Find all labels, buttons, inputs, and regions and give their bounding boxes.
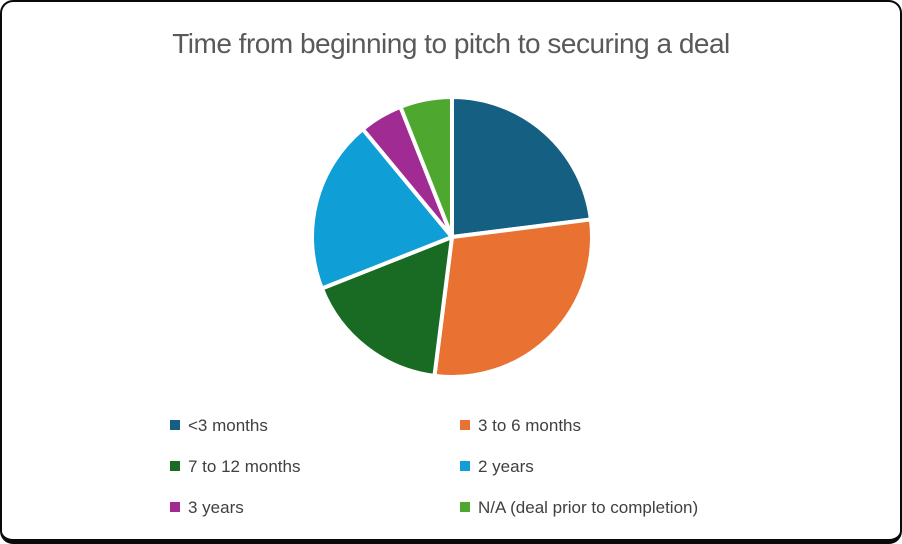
legend-label: <3 months	[188, 415, 268, 435]
legend-item-6: N/A (deal prior to completion)	[460, 498, 698, 516]
legend-item-1: <3 months	[170, 416, 460, 434]
legend-marker-icon	[460, 419, 470, 430]
legend-marker-icon	[170, 419, 180, 430]
pie-slice-2	[432, 217, 594, 379]
legend-marker-icon	[460, 501, 470, 512]
legend-item-5: 3 years	[170, 498, 460, 516]
legend-item-2: 3 to 6 months	[460, 416, 698, 434]
legend-marker-icon	[170, 501, 180, 512]
legend-marker-icon	[460, 460, 470, 471]
legend: <3 months 3 to 6 months 7 to 12 months 2 ye…	[170, 404, 698, 527]
legend-label: N/A (deal prior to completion)	[478, 497, 699, 517]
pie-slice-6	[398, 95, 454, 239]
chart-title: Time from beginning to pitch to securing…	[172, 28, 730, 59]
legend-label: 2 years	[478, 456, 534, 476]
pie-slice-3	[319, 235, 454, 378]
legend-item-4: 2 years	[460, 457, 698, 475]
legend-label: 3 to 6 months	[478, 415, 582, 435]
legend-label: 3 years	[188, 497, 244, 517]
legend-label: 7 to 12 months	[188, 456, 301, 476]
pie-slice-1	[450, 95, 593, 239]
legend-marker-icon	[170, 460, 180, 471]
pie-chart	[310, 95, 594, 379]
pie-slice-4	[310, 127, 454, 291]
legend-item-3: 7 to 12 months	[170, 457, 460, 475]
